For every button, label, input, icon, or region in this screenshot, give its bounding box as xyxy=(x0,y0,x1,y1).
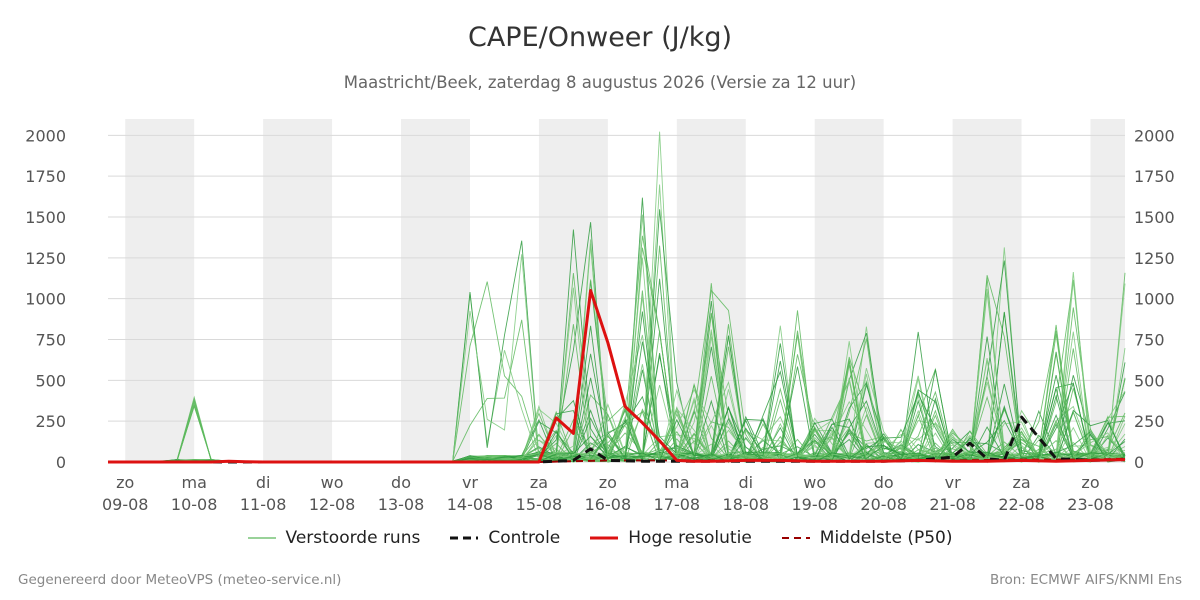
legend-swatch-high-res xyxy=(590,536,619,540)
weekend-band xyxy=(401,119,470,462)
x-tick-weekday: do xyxy=(874,473,894,492)
x-tick-date: 14-08 xyxy=(447,495,494,514)
legend-swatch-median xyxy=(781,537,810,539)
x-axis: zo 09-08 ma 10-08 di 11-08 wo 12-08 do 13-08 vr 14-… xyxy=(102,473,1114,514)
weekend-band xyxy=(263,119,333,462)
x-tick-date: 16-08 xyxy=(585,495,632,514)
weekend-band xyxy=(125,119,195,462)
chart-title: CAPE/Onweer (J/kg) xyxy=(467,22,732,53)
x-tick-weekday: za xyxy=(530,473,548,492)
y-tick-label-right: 500 xyxy=(1134,371,1165,390)
legend-item-median[interactable]: Middelste (P50) xyxy=(781,528,953,548)
legend-label-ensemble: Verstoorde runs xyxy=(285,528,421,548)
legend-swatch-control xyxy=(450,536,479,540)
y-tick-label-left: 1000 xyxy=(25,290,66,309)
main-series xyxy=(108,289,1126,464)
footer-source: Bron: ECMWF AIFS/KNMI Ens xyxy=(989,572,1182,588)
y-axis-right: 0 250 500 750 1000 1250 1500 1750 2000 xyxy=(1134,126,1175,472)
x-tick-date: 12-08 xyxy=(309,495,356,514)
x-tick-date: 21-08 xyxy=(929,495,976,514)
y-tick-label-left: 0 xyxy=(56,453,66,472)
x-tick-date: 17-08 xyxy=(654,495,701,514)
x-tick-weekday: zo xyxy=(1081,473,1099,492)
y-axis-left: 0 250 500 750 1000 1250 1500 1750 2000 xyxy=(25,126,66,472)
legend: Verstoorde runs Controle Hoge resolutie … xyxy=(0,528,1200,548)
y-tick-label-right: 0 xyxy=(1134,453,1144,472)
y-tick-label-right: 1750 xyxy=(1134,167,1175,186)
x-tick-weekday: zo xyxy=(599,473,617,492)
x-tick-date: 18-08 xyxy=(723,495,770,514)
x-tick-weekday: ma xyxy=(181,473,206,492)
legend-item-control[interactable]: Controle xyxy=(450,528,560,548)
x-tick-date: 19-08 xyxy=(791,495,838,514)
x-tick-date: 23-08 xyxy=(1067,495,1114,514)
legend-item-ensemble[interactable]: Verstoorde runs xyxy=(247,528,421,548)
y-tick-label-right: 250 xyxy=(1134,412,1165,431)
x-tick-weekday: di xyxy=(256,473,271,492)
y-tick-label-left: 750 xyxy=(35,331,66,350)
x-tick-weekday: ma xyxy=(664,473,689,492)
x-tick-weekday: vr xyxy=(462,473,478,492)
y-tick-label-left: 2000 xyxy=(25,126,66,145)
x-tick-date: 10-08 xyxy=(171,495,218,514)
x-tick-weekday: wo xyxy=(803,473,826,492)
y-tick-label-right: 750 xyxy=(1134,331,1165,350)
x-tick-weekday: za xyxy=(1012,473,1030,492)
y-tick-label-right: 1000 xyxy=(1134,290,1175,309)
legend-swatch-ensemble xyxy=(247,537,276,539)
x-tick-weekday: wo xyxy=(321,473,344,492)
legend-label-control: Controle xyxy=(488,528,561,548)
x-tick-weekday: di xyxy=(738,473,753,492)
y-tick-label-left: 1500 xyxy=(25,208,66,227)
y-tick-label-right: 2000 xyxy=(1134,126,1175,145)
x-tick-date: 11-08 xyxy=(240,495,287,514)
y-tick-label-left: 1250 xyxy=(25,249,66,268)
x-tick-date: 22-08 xyxy=(998,495,1045,514)
cape-chart: 0 250 500 750 1000 1250 1500 1750 2000 0 250 500 75… xyxy=(25,119,1175,514)
x-tick-weekday: zo xyxy=(116,473,134,492)
x-tick-date: 09-08 xyxy=(102,495,149,514)
x-tick-weekday: vr xyxy=(945,473,961,492)
y-tick-label-left: 500 xyxy=(35,371,66,390)
y-tick-label-left: 1750 xyxy=(25,167,66,186)
x-tick-date: 15-08 xyxy=(516,495,563,514)
x-tick-date: 13-08 xyxy=(378,495,425,514)
legend-label-median: Middelste (P50) xyxy=(819,528,953,548)
legend-item-high-res[interactable]: Hoge resolutie xyxy=(590,528,752,548)
legend-label-high-res: Hoge resolutie xyxy=(628,528,752,548)
high-res-line xyxy=(108,289,1126,464)
weekend-band xyxy=(1090,119,1125,462)
footer-generator: Gegenereerd door MeteoVPS (meteo-service… xyxy=(18,572,342,588)
y-tick-label-left: 250 xyxy=(35,412,66,431)
y-tick-label-right: 1500 xyxy=(1134,208,1175,227)
x-tick-date: 20-08 xyxy=(860,495,907,514)
x-tick-weekday: do xyxy=(391,473,411,492)
y-tick-label-right: 1250 xyxy=(1134,249,1175,268)
chart-subtitle: Maastricht/Beek, zaterdag 8 augustus 202… xyxy=(343,73,857,92)
